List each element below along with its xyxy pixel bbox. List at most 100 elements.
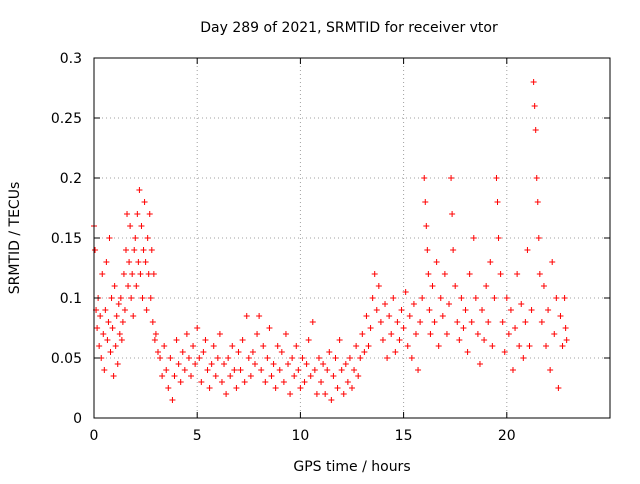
data-point <box>479 307 486 313</box>
data-point <box>534 199 541 205</box>
data-point <box>460 325 467 331</box>
data-point <box>524 247 531 253</box>
grid-lines <box>94 58 610 418</box>
data-point <box>485 319 492 325</box>
data-point <box>237 367 244 373</box>
data-point <box>495 235 502 241</box>
data-point <box>221 361 228 367</box>
y-tick-label: 0 <box>73 411 82 427</box>
data-point <box>313 391 320 397</box>
data-point <box>516 343 523 349</box>
data-point <box>256 313 263 319</box>
data-point <box>192 361 199 367</box>
data-point <box>462 307 469 313</box>
y-tick-label: 0.15 <box>51 231 82 247</box>
data-point <box>491 295 498 301</box>
data-point <box>487 259 494 265</box>
data-point <box>388 331 395 337</box>
data-point <box>535 235 542 241</box>
y-tick-label: 0.1 <box>60 291 82 307</box>
data-point <box>435 343 442 349</box>
data-point <box>225 355 232 361</box>
data-point <box>448 175 455 181</box>
data-point <box>229 343 236 349</box>
data-point <box>437 295 444 301</box>
data-point <box>118 337 125 343</box>
data-point <box>104 337 111 343</box>
data-point <box>493 175 500 181</box>
data-point <box>398 307 405 313</box>
data-point <box>200 349 207 355</box>
data-point <box>204 367 211 373</box>
data-point <box>543 343 550 349</box>
data-point <box>421 175 428 181</box>
data-point <box>338 367 345 373</box>
data-point <box>359 331 366 337</box>
data-point <box>512 325 519 331</box>
data-point <box>105 319 112 325</box>
data-point <box>533 175 540 181</box>
data-point <box>151 337 158 343</box>
data-point <box>264 355 271 361</box>
data-point <box>274 343 281 349</box>
data-point <box>324 367 331 373</box>
data-point <box>429 283 436 289</box>
x-tick-label: 10 <box>291 428 309 444</box>
data-point <box>227 373 234 379</box>
data-point <box>117 295 124 301</box>
data-point <box>126 259 133 265</box>
y-tick-label: 0.2 <box>60 171 82 187</box>
data-point <box>452 283 459 289</box>
data-point <box>514 271 521 277</box>
data-point <box>287 391 294 397</box>
data-point <box>336 337 343 343</box>
x-tick-label: 20 <box>498 428 516 444</box>
x-tick-label: 5 <box>193 428 202 444</box>
data-point <box>239 337 246 343</box>
data-point <box>94 325 101 331</box>
data-point <box>382 301 389 307</box>
data-point <box>509 367 516 373</box>
data-point <box>334 385 341 391</box>
data-point <box>481 337 488 343</box>
data-point <box>121 307 128 313</box>
data-point <box>145 271 152 277</box>
x-axis: 0 5 10 15 20 <box>90 58 516 444</box>
data-point <box>422 199 429 205</box>
data-point <box>108 295 115 301</box>
data-point <box>130 313 137 319</box>
data-point <box>474 331 481 337</box>
data-point <box>458 295 465 301</box>
data-point <box>134 211 141 217</box>
data-point <box>499 319 506 325</box>
data-point <box>100 331 107 337</box>
data-point <box>245 355 252 361</box>
data-point <box>408 355 415 361</box>
data-point <box>299 355 306 361</box>
data-point <box>522 319 529 325</box>
data-point <box>258 367 265 373</box>
data-point <box>249 349 256 355</box>
data-point <box>309 319 316 325</box>
data-point <box>557 313 564 319</box>
data-point <box>553 295 560 301</box>
data-point <box>361 349 368 355</box>
data-point <box>136 187 143 193</box>
data-point <box>369 295 376 301</box>
data-point <box>526 343 533 349</box>
data-point <box>159 373 166 379</box>
data-point <box>562 325 569 331</box>
data-point <box>165 385 172 391</box>
data-point <box>427 331 434 337</box>
data-point <box>131 247 138 253</box>
data-point <box>241 379 248 385</box>
data-point <box>214 355 221 361</box>
data-point <box>443 331 450 337</box>
data-point <box>171 373 178 379</box>
data-point <box>280 379 287 385</box>
data-point <box>233 385 240 391</box>
data-point <box>507 307 514 313</box>
data-point <box>260 343 267 349</box>
y-tick-label: 0.25 <box>51 111 82 127</box>
